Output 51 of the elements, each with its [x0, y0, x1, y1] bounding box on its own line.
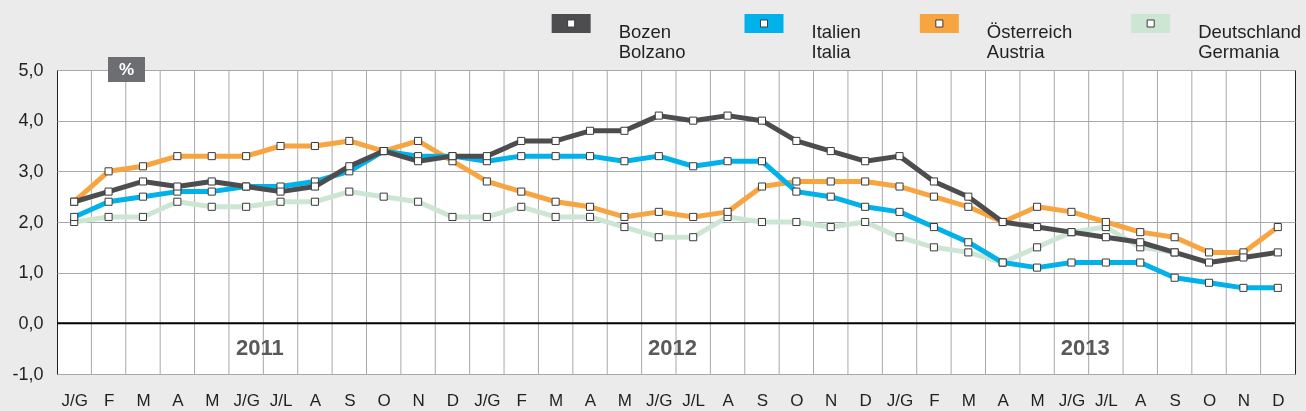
y-tick-label: 1,0	[18, 262, 44, 283]
x-tick-label: O	[377, 390, 391, 410]
x-tick-label: J/L	[682, 390, 706, 410]
x-tick-label: D	[859, 390, 872, 410]
x-tick-label: S	[1169, 390, 1181, 410]
y-tick-label: 2,0	[18, 211, 44, 232]
y-tick-label: 0,0	[18, 312, 44, 333]
x-tick-label: N	[825, 390, 838, 410]
legend-label: Bozen Bolzano	[618, 21, 686, 62]
x-tick-label: N	[412, 390, 425, 410]
x-tick-label: M	[136, 390, 151, 410]
x-tick-label: D	[1272, 390, 1285, 410]
y-tick-label: -1,0	[12, 363, 44, 384]
x-tick-label: M	[549, 390, 564, 410]
annotation: 2012	[648, 335, 698, 360]
x-tick-label: A	[172, 390, 185, 410]
x-tick-label: O	[1202, 390, 1217, 410]
x-tick-label: S	[344, 390, 356, 410]
x-tick-label: M	[205, 390, 220, 410]
x-tick-label: J/G	[646, 390, 673, 410]
x-tick-label: D	[446, 390, 460, 410]
x-tick-label: M	[1030, 390, 1045, 410]
x-tick-label: N	[1237, 390, 1251, 410]
x-tick-label: F	[516, 390, 527, 410]
x-tick-label: F	[103, 390, 115, 410]
x-tick-label: S	[756, 390, 769, 410]
y-tick-label: 5,0	[18, 59, 44, 80]
y-axis-title: %	[118, 60, 135, 79]
x-tick-label: J/L	[1095, 390, 1118, 410]
x-tick-label: M	[617, 390, 632, 410]
y-tick-label: 3,0	[18, 160, 44, 181]
annotation: 2013	[1060, 335, 1110, 360]
legend-label: Italien Italia	[811, 21, 861, 62]
x-tick-label: O	[790, 390, 804, 410]
legend-label: Deutschland Germania	[1198, 21, 1302, 62]
x-tick-label: A	[584, 390, 597, 410]
x-tick-label: A	[309, 390, 322, 410]
x-tick-label: M	[961, 390, 976, 410]
x-tick-label: J/G	[1058, 390, 1086, 410]
x-tick-label: A	[1135, 390, 1148, 410]
legend-label: Österreich Austria	[986, 21, 1073, 62]
x-tick-label: J/G	[474, 390, 501, 410]
x-tick-label: J/G	[233, 390, 260, 410]
x-tick-label: F	[929, 390, 940, 410]
annotation: 2011	[236, 335, 284, 360]
x-tick-label: J/G	[61, 390, 88, 410]
x-tick-label: A	[997, 390, 1010, 410]
x-tick-label: J/G	[886, 390, 914, 410]
y-tick-label: 4,0	[18, 110, 44, 131]
x-tick-label: J/L	[269, 390, 293, 410]
x-tick-label: A	[722, 390, 735, 410]
